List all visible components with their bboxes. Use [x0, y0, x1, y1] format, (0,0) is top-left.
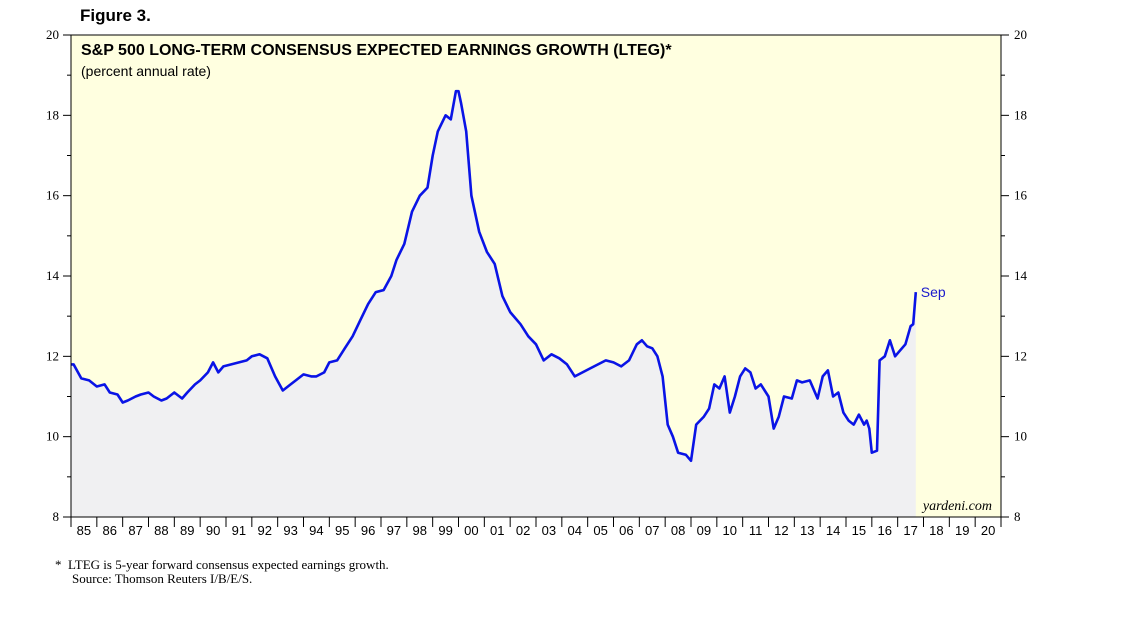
x-tick-label-00: 00	[464, 523, 478, 538]
x-tick-label-90: 90	[206, 523, 220, 538]
x-tick-label-13: 13	[800, 523, 814, 538]
y-tick-label-right-14: 14	[1014, 268, 1028, 283]
y-tick-label-left-16: 16	[46, 188, 60, 203]
y-tick-label-left-8: 8	[53, 509, 60, 524]
annotation-sep: Sep	[921, 284, 946, 300]
x-tick-label-93: 93	[283, 523, 297, 538]
x-tick-label-01: 01	[490, 523, 504, 538]
x-tick-label-10: 10	[723, 523, 737, 538]
x-tick-label-18: 18	[929, 523, 943, 538]
x-tick-label-85: 85	[77, 523, 91, 538]
x-tick-label-96: 96	[361, 523, 375, 538]
y-tick-label-left-12: 12	[46, 348, 59, 363]
x-tick-label-92: 92	[258, 523, 272, 538]
x-tick-label-03: 03	[542, 523, 556, 538]
x-tick-label-16: 16	[878, 523, 892, 538]
x-tick-label-11: 11	[749, 523, 763, 538]
x-tick-label-88: 88	[154, 523, 168, 538]
x-tick-label-95: 95	[335, 523, 349, 538]
y-tick-label-left-18: 18	[46, 107, 59, 122]
chart-title: S&P 500 LONG-TERM CONSENSUS EXPECTED EAR…	[81, 42, 672, 59]
x-tick-label-98: 98	[413, 523, 427, 538]
x-tick-label-99: 99	[438, 523, 452, 538]
x-tick-label-19: 19	[955, 523, 969, 538]
x-tick-label-15: 15	[852, 523, 866, 538]
y-tick-label-right-10: 10	[1014, 429, 1027, 444]
x-tick-label-97: 97	[387, 523, 401, 538]
x-tick-label-09: 09	[697, 523, 711, 538]
y-tick-label-right-18: 18	[1014, 107, 1027, 122]
x-tick-label-05: 05	[593, 523, 607, 538]
y-tick-label-left-14: 14	[46, 268, 60, 283]
x-tick-label-06: 06	[619, 523, 633, 538]
x-tick-label-89: 89	[180, 523, 194, 538]
x-tick-label-04: 04	[568, 523, 582, 538]
y-tick-label-right-12: 12	[1014, 348, 1027, 363]
x-tick-label-07: 07	[645, 523, 659, 538]
footnote-line-2: Source: Thomson Reuters I/B/E/S.	[72, 571, 253, 586]
x-tick-label-02: 02	[516, 523, 530, 538]
y-tick-label-right-16: 16	[1014, 188, 1028, 203]
lteg-area-fill	[71, 91, 916, 517]
x-tick-label-91: 91	[232, 523, 246, 538]
footnote-line-1: * LTEG is 5-year forward consensus expec…	[55, 557, 389, 572]
x-tick-label-86: 86	[103, 523, 117, 538]
chart-subtitle: (percent annual rate)	[81, 63, 211, 79]
y-tick-label-left-10: 10	[46, 429, 59, 444]
watermark: yardeni.com	[921, 499, 992, 514]
x-tick-label-17: 17	[903, 523, 917, 538]
x-tick-label-12: 12	[774, 523, 788, 538]
x-tick-label-94: 94	[309, 523, 323, 538]
y-tick-label-right-8: 8	[1014, 509, 1021, 524]
y-tick-label-left-20: 20	[46, 27, 59, 42]
x-tick-label-20: 20	[981, 523, 995, 538]
x-tick-label-14: 14	[826, 523, 840, 538]
x-tick-label-08: 08	[671, 523, 685, 538]
figure-label: Figure 3.	[80, 6, 151, 25]
y-tick-label-right-20: 20	[1014, 27, 1027, 42]
x-tick-label-87: 87	[128, 523, 142, 538]
footnote: * LTEG is 5-year forward consensus expec…	[55, 558, 389, 586]
lteg-series-line	[71, 89, 918, 463]
